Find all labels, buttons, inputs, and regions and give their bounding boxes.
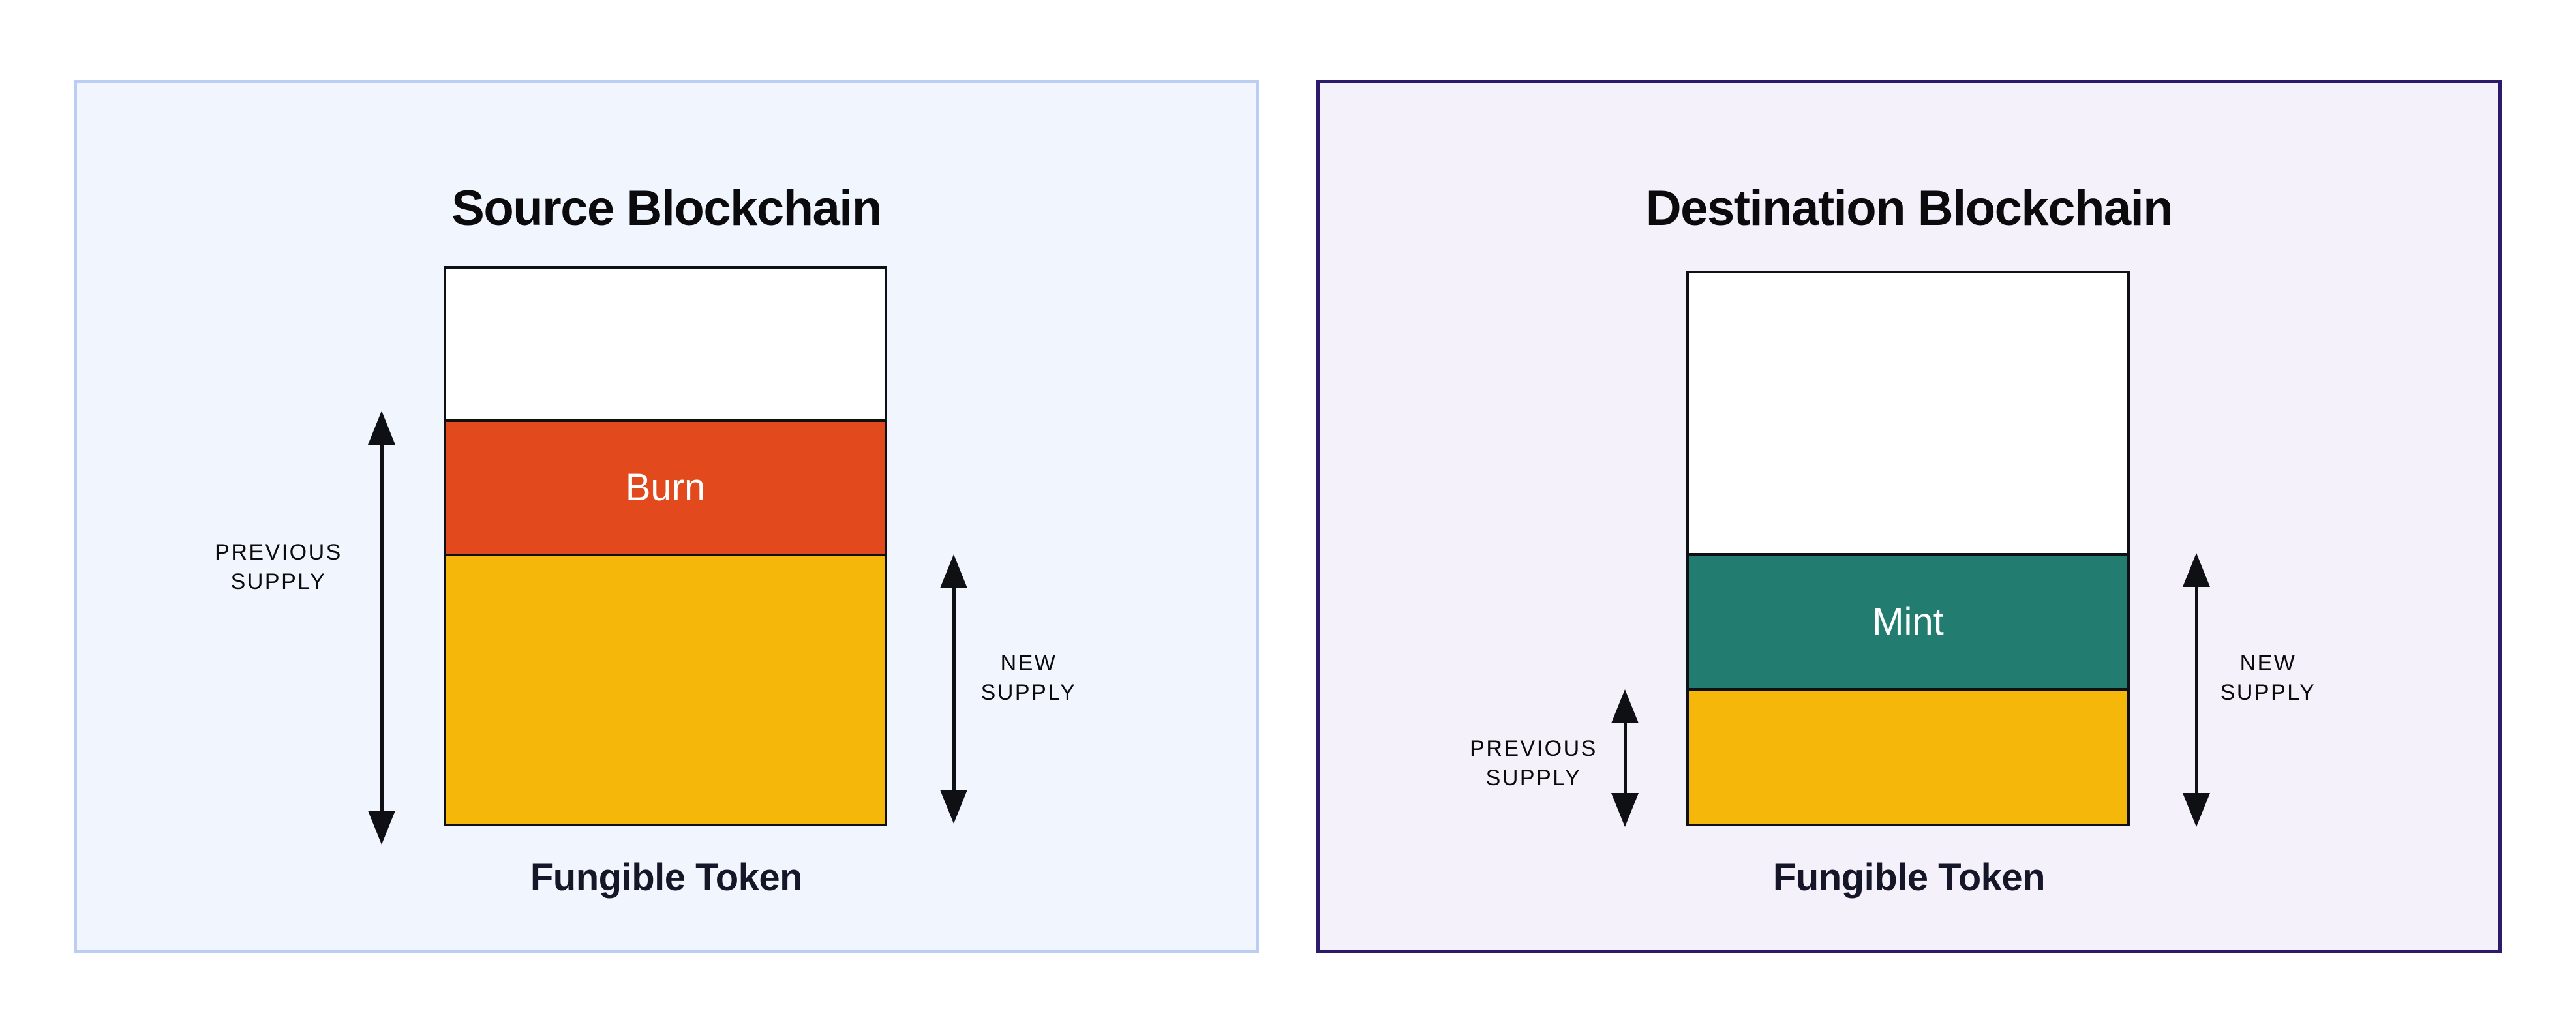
arrow-head-down-icon: [940, 790, 967, 824]
new-supply-arrow-icon: [2183, 553, 2210, 827]
new-supply-label: NEW SUPPLY: [911, 649, 1146, 708]
arrow-head-up-icon: [2183, 553, 2210, 587]
new-supply-label-line1: NEW: [1000, 651, 1057, 676]
burn-label: Burn: [625, 466, 706, 509]
source-token-supply-bar: Burn: [444, 266, 887, 826]
destination-unminted-section: [1689, 273, 2127, 553]
new-supply-arrow-icon: [940, 554, 967, 824]
mint-label: Mint: [1872, 600, 1944, 643]
arrow-shaft: [2194, 587, 2198, 793]
new-supply-label: NEW SUPPLY: [2151, 649, 2386, 708]
source-remaining-supply-section: [446, 554, 885, 824]
destination-token-supply-bar: Mint: [1686, 271, 2130, 826]
source-token-label: Fungible Token: [530, 856, 803, 899]
arrow-shaft: [1623, 723, 1627, 793]
mint-section: Mint: [1689, 553, 2127, 688]
arrow-shaft: [952, 588, 956, 790]
previous-supply-label: PREVIOUS SUPPLY: [161, 538, 396, 597]
destination-previous-supply-section: [1689, 688, 2127, 824]
previous-supply-label-line1: PREVIOUS: [215, 540, 342, 565]
arrow-head-down-icon: [2183, 793, 2210, 827]
previous-supply-label: PREVIOUS SUPPLY: [1416, 734, 1651, 793]
source-unminted-section: [446, 269, 885, 419]
arrow-head-up-icon: [368, 411, 395, 445]
previous-supply-label-line1: PREVIOUS: [1470, 736, 1598, 761]
previous-supply-label-line2: SUPPLY: [230, 569, 327, 594]
new-supply-label-line2: SUPPLY: [2220, 680, 2316, 705]
destination-token-label: Fungible Token: [1772, 856, 2046, 899]
new-supply-label-line1: NEW: [2239, 651, 2297, 676]
burn-section: Burn: [446, 419, 885, 554]
arrow-head-up-icon: [940, 554, 967, 588]
destination-blockchain-panel: Destination Blockchain Mint PREVIOUS SUP…: [1316, 80, 2502, 953]
source-blockchain-panel: Source Blockchain Burn PREVIOUS SUPPLY N…: [74, 80, 1259, 953]
source-panel-title: Source Blockchain: [451, 181, 882, 237]
arrow-head-down-icon: [368, 811, 395, 845]
previous-supply-arrow-icon: [1611, 689, 1639, 827]
arrow-head-down-icon: [1611, 793, 1639, 827]
previous-supply-label-line2: SUPPLY: [1485, 766, 1582, 790]
previous-supply-arrow-icon: [368, 411, 395, 845]
arrow-shaft: [380, 445, 384, 811]
arrow-head-up-icon: [1611, 689, 1639, 723]
destination-panel-title: Destination Blockchain: [1645, 181, 2174, 237]
new-supply-label-line2: SUPPLY: [980, 680, 1077, 705]
